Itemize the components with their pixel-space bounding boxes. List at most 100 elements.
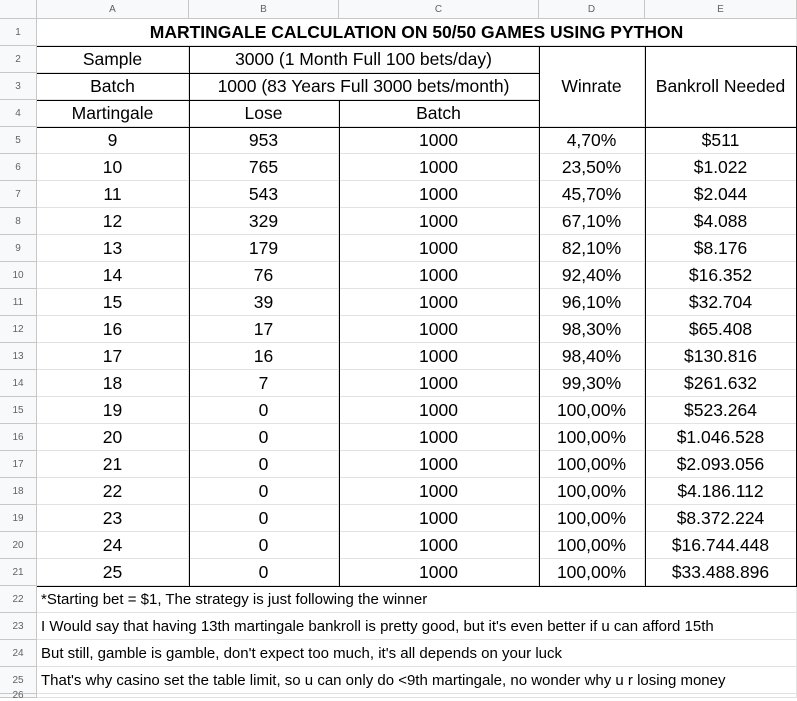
martingale-cell[interactable]: 9 xyxy=(37,127,189,154)
row-header-7[interactable]: 7 xyxy=(0,181,37,208)
martingale-cell[interactable]: 16 xyxy=(37,316,189,343)
bankroll-cell[interactable]: $511 xyxy=(645,127,797,154)
bankroll-cell[interactable]: $1.022 xyxy=(645,154,797,181)
batch-cell[interactable]: 1000 xyxy=(339,532,539,559)
martingale-cell[interactable]: 15 xyxy=(37,289,189,316)
batch-label-cell[interactable]: Batch xyxy=(37,73,189,100)
bankroll-cell[interactable]: $4.186.112 xyxy=(645,478,797,505)
bankroll-cell[interactable]: $1.046.528 xyxy=(645,424,797,451)
winrate-cell[interactable]: 4,70% xyxy=(539,127,645,154)
batch-cell[interactable]: 1000 xyxy=(339,505,539,532)
bankroll-cell[interactable]: $523.264 xyxy=(645,397,797,424)
batch-value-cell[interactable]: 1000 (83 Years Full 3000 bets/month) xyxy=(189,73,539,100)
batch-cell[interactable]: 1000 xyxy=(339,370,539,397)
martingale-cell[interactable]: 22 xyxy=(37,478,189,505)
bankroll-cell[interactable]: $33.488.896 xyxy=(645,559,797,586)
martingale-cell[interactable]: 14 xyxy=(37,262,189,289)
row-header-17[interactable]: 17 xyxy=(0,451,37,478)
lose-cell[interactable]: 179 xyxy=(189,235,339,262)
batch-cell[interactable]: 1000 xyxy=(339,127,539,154)
batch-cell[interactable]: 1000 xyxy=(339,208,539,235)
sample-value-cell[interactable]: 3000 (1 Month Full 100 bets/day) xyxy=(189,46,539,73)
column-header-c[interactable]: C xyxy=(339,0,539,19)
martingale-cell[interactable]: 20 xyxy=(37,424,189,451)
lose-cell[interactable]: 76 xyxy=(189,262,339,289)
lose-cell[interactable]: 39 xyxy=(189,289,339,316)
lose-cell[interactable]: 0 xyxy=(189,505,339,532)
note-cell[interactable]: I Would say that having 13th martingale … xyxy=(37,613,797,640)
winrate-cell[interactable]: 82,10% xyxy=(539,235,645,262)
batch-cell[interactable]: 1000 xyxy=(339,478,539,505)
batch-cell[interactable]: 1000 xyxy=(339,559,539,586)
column-header-b[interactable]: B xyxy=(189,0,339,19)
winrate-cell[interactable]: 100,00% xyxy=(539,559,645,586)
winrate-cell[interactable]: 100,00% xyxy=(539,424,645,451)
batch-header-cell[interactable]: Batch xyxy=(339,100,539,127)
batch-cell[interactable]: 1000 xyxy=(339,262,539,289)
winrate-cell[interactable]: 98,30% xyxy=(539,316,645,343)
note-cell[interactable]: *Starting bet = $1, The strategy is just… xyxy=(37,586,797,613)
bankroll-cell[interactable]: $261.632 xyxy=(645,370,797,397)
lose-cell[interactable]: 0 xyxy=(189,397,339,424)
winrate-cell[interactable]: 100,00% xyxy=(539,478,645,505)
bankroll-cell[interactable]: $8.372.224 xyxy=(645,505,797,532)
row-header-16[interactable]: 16 xyxy=(0,424,37,451)
winrate-cell[interactable]: 92,40% xyxy=(539,262,645,289)
martingale-cell[interactable]: 25 xyxy=(37,559,189,586)
lose-cell[interactable]: 0 xyxy=(189,532,339,559)
lose-cell[interactable]: 0 xyxy=(189,478,339,505)
bankroll-cell[interactable]: $2.093.056 xyxy=(645,451,797,478)
martingale-cell[interactable]: 21 xyxy=(37,451,189,478)
row-header-22[interactable]: 22 xyxy=(0,586,37,613)
martingale-cell[interactable]: 13 xyxy=(37,235,189,262)
row-header-26[interactable]: 26 xyxy=(0,690,37,701)
note-cell[interactable]: But still, gamble is gamble, don't expec… xyxy=(37,640,797,667)
martingale-cell[interactable]: 19 xyxy=(37,397,189,424)
row-header-18[interactable]: 18 xyxy=(0,478,37,505)
sample-label-cell[interactable]: Sample xyxy=(37,46,189,73)
bankroll-cell[interactable]: $16.352 xyxy=(645,262,797,289)
row-header-12[interactable]: 12 xyxy=(0,316,37,343)
martingale-cell[interactable]: 12 xyxy=(37,208,189,235)
bankroll-cell[interactable]: $8.176 xyxy=(645,235,797,262)
row-header-1[interactable]: 1 xyxy=(0,19,37,46)
winrate-cell[interactable]: 67,10% xyxy=(539,208,645,235)
martingale-cell[interactable]: 18 xyxy=(37,370,189,397)
lose-cell[interactable]: 0 xyxy=(189,424,339,451)
note-cell[interactable]: That's why casino set the table limit, s… xyxy=(37,667,797,694)
lose-cell[interactable]: 17 xyxy=(189,316,339,343)
batch-cell[interactable]: 1000 xyxy=(339,154,539,181)
row-header-5[interactable]: 5 xyxy=(0,127,37,154)
martingale-cell[interactable]: 11 xyxy=(37,181,189,208)
winrate-cell[interactable]: 100,00% xyxy=(539,532,645,559)
bankroll-cell[interactable]: $130.816 xyxy=(645,343,797,370)
lose-cell[interactable]: 0 xyxy=(189,559,339,586)
lose-cell[interactable]: 16 xyxy=(189,343,339,370)
row-header-3[interactable]: 3 xyxy=(0,73,37,100)
winrate-header-cell[interactable]: Winrate xyxy=(539,46,645,127)
bankroll-cell[interactable]: $2.044 xyxy=(645,181,797,208)
row-header-14[interactable]: 14 xyxy=(0,370,37,397)
winrate-cell[interactable]: 96,10% xyxy=(539,289,645,316)
bankroll-cell[interactable]: $4.088 xyxy=(645,208,797,235)
lose-cell[interactable]: 329 xyxy=(189,208,339,235)
lose-header-cell[interactable]: Lose xyxy=(189,100,339,127)
winrate-cell[interactable]: 100,00% xyxy=(539,451,645,478)
batch-cell[interactable]: 1000 xyxy=(339,343,539,370)
lose-cell[interactable]: 765 xyxy=(189,154,339,181)
bankroll-cell[interactable]: $32.704 xyxy=(645,289,797,316)
batch-cell[interactable]: 1000 xyxy=(339,424,539,451)
lose-cell[interactable]: 7 xyxy=(189,370,339,397)
column-header-e[interactable]: E xyxy=(645,0,797,19)
lose-cell[interactable]: 0 xyxy=(189,451,339,478)
column-header-a[interactable]: A xyxy=(37,0,189,19)
batch-cell[interactable]: 1000 xyxy=(339,451,539,478)
row-header-10[interactable]: 10 xyxy=(0,262,37,289)
sheet-title-cell[interactable]: MARTINGALE CALCULATION ON 50/50 GAMES US… xyxy=(37,19,797,46)
winrate-cell[interactable]: 99,30% xyxy=(539,370,645,397)
winrate-cell[interactable]: 100,00% xyxy=(539,505,645,532)
row-header-4[interactable]: 4 xyxy=(0,100,37,127)
empty-cell[interactable] xyxy=(37,694,797,698)
row-header-15[interactable]: 15 xyxy=(0,397,37,424)
